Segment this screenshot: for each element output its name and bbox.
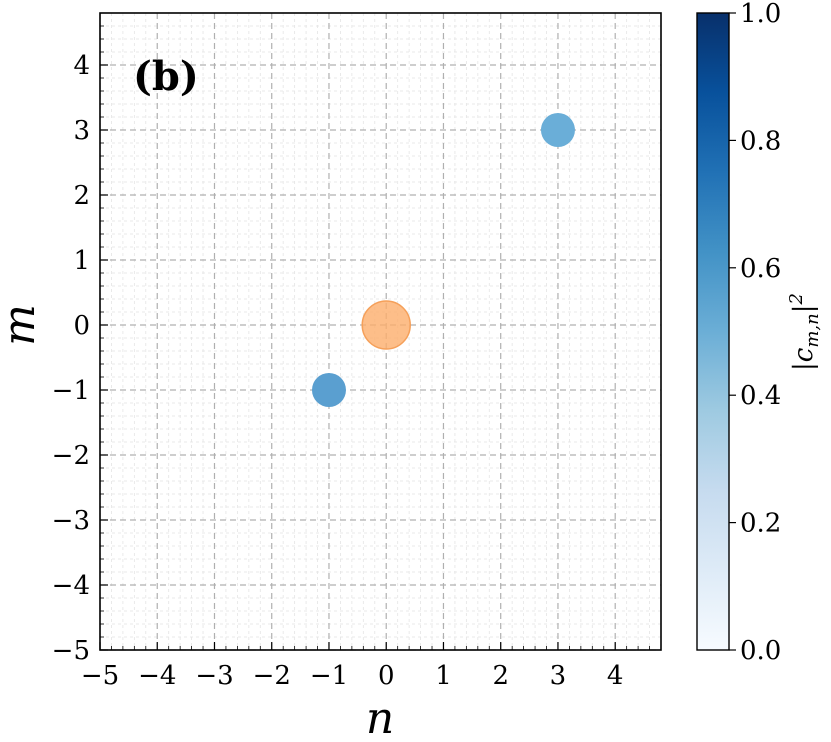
y-tick-label: −1 — [52, 376, 90, 406]
minor-grid — [100, 12, 662, 650]
x-tick-label: 4 — [607, 661, 624, 691]
y-tick-label: −2 — [52, 441, 90, 471]
y-tick-label: 2 — [73, 181, 90, 211]
colorbar-tick-label: 0.6 — [740, 254, 781, 284]
y-tick-labels: −5 −4 −3 −2 −1 0 1 2 3 4 — [52, 51, 90, 666]
data-points — [311, 113, 575, 407]
x-tick-label: −5 — [81, 661, 119, 691]
colorbar — [696, 12, 730, 651]
x-axis-label: n — [366, 693, 394, 742]
y-tick-label: 4 — [73, 51, 90, 81]
x-tick-label: 0 — [378, 661, 395, 691]
x-tick-label: 3 — [550, 661, 567, 691]
x-tick-label: −3 — [195, 661, 233, 691]
plot-frame — [99, 12, 662, 651]
x-tick-label: −1 — [310, 661, 348, 691]
colorbar-tick-label: 0.2 — [740, 509, 781, 539]
colorbar-tick-label: 0.4 — [740, 381, 781, 411]
center-marker — [361, 300, 411, 350]
x-tick-labels: −5 −4 −3 −2 −1 0 1 2 3 4 — [81, 661, 624, 691]
x-tick-label: 2 — [492, 661, 509, 691]
colorbar-tick-label: 0.8 — [740, 126, 781, 156]
colorbar-tick-label: 1.0 — [740, 0, 781, 29]
colorbar-tick-label: 0.0 — [740, 636, 781, 666]
x-tick-label: −4 — [138, 661, 176, 691]
data-point — [540, 113, 575, 147]
y-tick-label: −5 — [52, 636, 90, 666]
y-axis-label: m — [0, 304, 45, 346]
colorbar-label: |cm,n|2 — [786, 293, 823, 371]
axis-ticks — [99, 12, 662, 651]
panel-label: (b) — [133, 53, 199, 100]
y-tick-label: 1 — [73, 246, 90, 276]
y-tick-label: 0 — [73, 311, 90, 341]
y-tick-label: −3 — [52, 506, 90, 536]
x-tick-label: −2 — [253, 661, 291, 691]
y-tick-label: 3 — [73, 116, 90, 146]
colorbar-ticks: 0.0 0.2 0.4 0.6 0.8 1.0 — [729, 0, 781, 666]
y-tick-label: −4 — [52, 571, 90, 601]
x-tick-label: 1 — [435, 661, 452, 691]
data-point — [311, 373, 346, 407]
